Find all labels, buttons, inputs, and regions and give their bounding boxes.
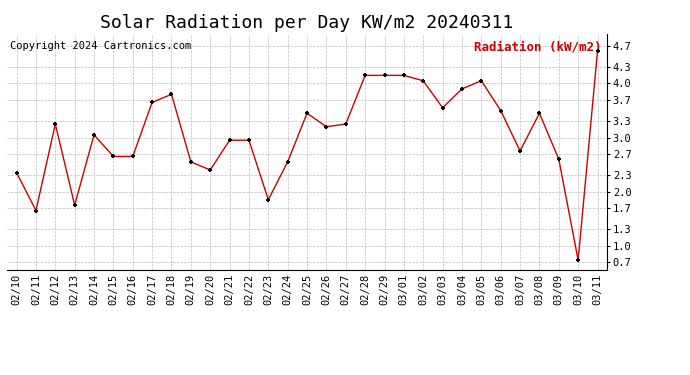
Point	[244, 137, 255, 143]
Point	[495, 108, 506, 114]
Point	[340, 121, 351, 127]
Text: Radiation (kW/m2): Radiation (kW/m2)	[474, 41, 601, 54]
Point	[11, 170, 22, 176]
Point	[263, 197, 274, 203]
Point	[321, 124, 332, 130]
Point	[69, 202, 80, 208]
Point	[515, 148, 526, 154]
Point	[282, 159, 293, 165]
Point	[573, 257, 584, 263]
Point	[50, 121, 61, 127]
Point	[186, 159, 197, 165]
Title: Solar Radiation per Day KW/m2 20240311: Solar Radiation per Day KW/m2 20240311	[101, 14, 513, 32]
Point	[379, 72, 390, 78]
Point	[224, 137, 235, 143]
Point	[398, 72, 409, 78]
Point	[30, 207, 41, 213]
Point	[127, 153, 138, 159]
Point	[359, 72, 371, 78]
Point	[146, 99, 157, 105]
Point	[108, 153, 119, 159]
Point	[417, 78, 428, 84]
Point	[302, 110, 313, 116]
Point	[534, 110, 545, 116]
Point	[457, 86, 468, 92]
Point	[166, 91, 177, 97]
Point	[592, 48, 603, 54]
Point	[437, 105, 448, 111]
Point	[476, 78, 487, 84]
Point	[553, 156, 564, 162]
Point	[205, 167, 216, 173]
Point	[88, 132, 99, 138]
Text: Copyright 2024 Cartronics.com: Copyright 2024 Cartronics.com	[10, 41, 191, 51]
